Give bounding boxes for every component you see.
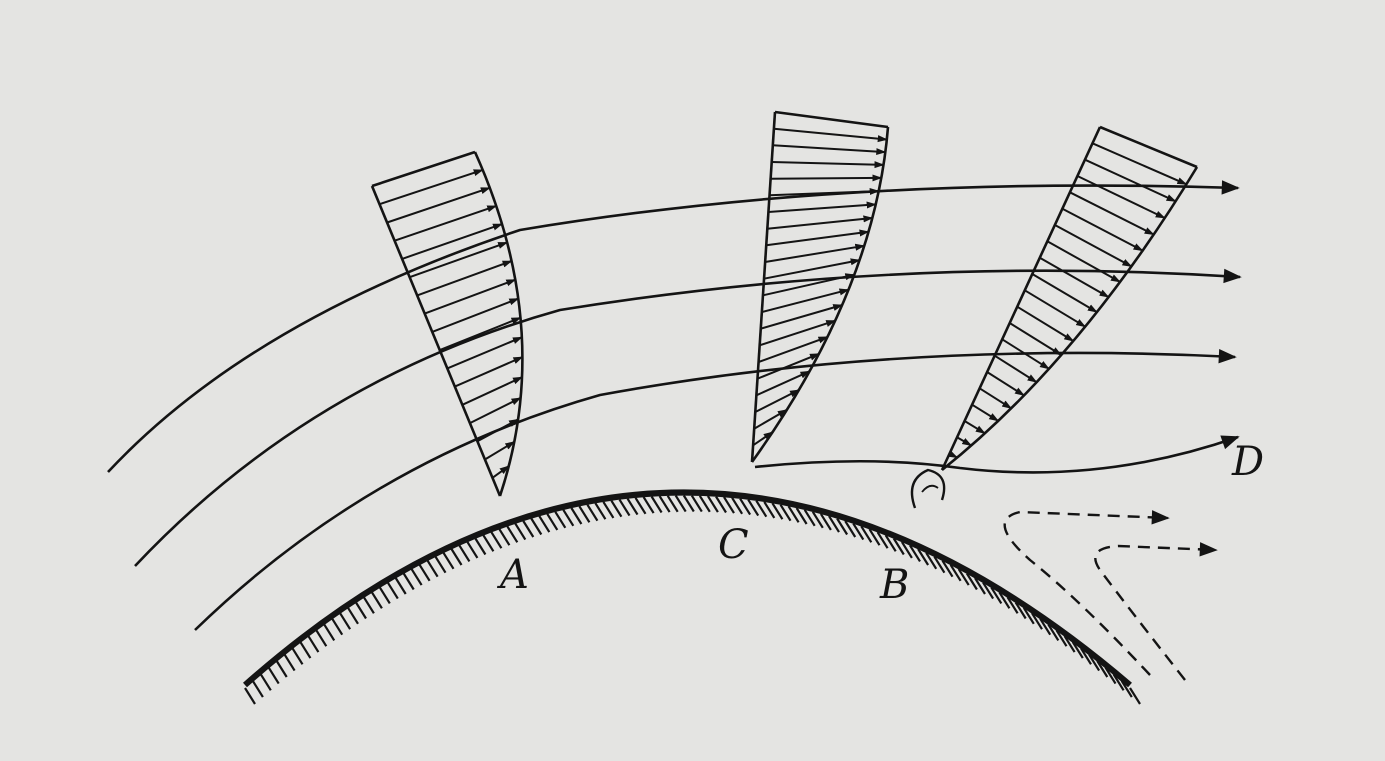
profile-axis: [370, 185, 502, 497]
velocity-arrow: [1001, 338, 1050, 370]
velocity-arrow: [1069, 191, 1155, 236]
velocity-arrow: [446, 336, 523, 370]
velocity-arrow: [469, 397, 522, 424]
velocity-arrow: [994, 354, 1038, 384]
velocity-arrow: [753, 408, 788, 430]
velocity-arrow: [394, 204, 498, 242]
wall-curve: [243, 489, 1132, 688]
velocity-arrow: [770, 174, 883, 182]
body-surface: [243, 489, 1141, 705]
velocity-arrow: [956, 436, 973, 447]
velocity-arrow: [768, 201, 877, 213]
velocity-arrow: [764, 243, 866, 263]
velocity-arrow: [1016, 305, 1075, 342]
velocity-arrow: [379, 168, 484, 206]
label-point-d: D: [1231, 439, 1264, 485]
velocity-arrow: [1039, 256, 1110, 298]
velocity-arrow: [454, 356, 524, 388]
velocity-arrow: [484, 440, 516, 461]
profile-cap: [1099, 125, 1198, 169]
velocity-arrow: [759, 319, 837, 347]
velocity-arrow: [1009, 322, 1063, 356]
velocity-arrow: [416, 260, 513, 297]
velocity-arrow: [1084, 158, 1177, 203]
velocity-arrow: [758, 335, 829, 363]
velocity-arrow: [386, 186, 491, 224]
velocity-arrow: [971, 403, 1000, 422]
velocity-arrow: [439, 316, 522, 352]
separated-flow: [1003, 510, 1218, 681]
velocity-arrow: [773, 127, 888, 143]
streamline-4: [754, 435, 1240, 474]
velocity-arrow: [431, 297, 520, 333]
profile-cap: [774, 110, 889, 129]
velocity-arrow: [986, 371, 1025, 397]
profile-axis: [750, 111, 777, 463]
velocity-arrow: [1031, 273, 1098, 313]
velocity-arrow: [1024, 289, 1087, 328]
velocity-arrow: [755, 370, 811, 397]
label-point-b: B: [879, 562, 909, 608]
wall-hatching: [244, 494, 1141, 705]
separation-streamline-1: [1003, 510, 1170, 676]
velocity-arrow: [760, 304, 844, 330]
velocity-arrow: [769, 187, 880, 197]
velocity-arrow: [762, 273, 856, 297]
velocity-arrow: [491, 465, 510, 479]
streamline-3: [194, 348, 1237, 631]
velocity-arrow: [757, 352, 820, 380]
velocity-arrow: [752, 431, 774, 447]
velocity-arrow: [401, 223, 503, 260]
velocity-arrow: [754, 389, 800, 413]
velocity-profile-b: [940, 125, 1199, 472]
velocity-arrow: [1092, 142, 1188, 186]
streamlines: [107, 180, 1242, 631]
velocity-arrow: [761, 288, 850, 313]
streamline-1: [107, 180, 1240, 473]
separation-streamline-2: [1094, 542, 1218, 681]
velocity-arrow: [979, 387, 1013, 410]
velocity-arrow: [767, 215, 874, 230]
velocity-arrow: [763, 258, 861, 280]
velocity-arrow: [964, 420, 986, 435]
separation-bubble: [910, 468, 946, 509]
velocity-arrow: [947, 450, 959, 459]
streamline-2: [134, 268, 1242, 567]
velocity-arrow: [1046, 240, 1121, 283]
velocity-arrow: [772, 144, 887, 156]
velocity-arrow: [771, 161, 885, 169]
velocity-arrow: [461, 376, 523, 406]
velocity-arrow: [476, 418, 519, 443]
label-point-a: A: [496, 552, 529, 598]
profile-envelope: [473, 151, 524, 497]
velocity-profile-c: [750, 110, 890, 463]
velocity-arrow: [1054, 224, 1133, 268]
profile-axis: [940, 126, 1102, 471]
velocity-arrow: [1061, 207, 1144, 252]
label-point-c: C: [718, 522, 749, 568]
profile-cap: [371, 150, 476, 188]
velocity-arrow: [424, 278, 517, 315]
velocity-profile-a: [370, 150, 524, 497]
velocity-arrow: [766, 229, 870, 247]
velocity-arrow: [409, 241, 509, 279]
velocity-arrow: [1076, 175, 1166, 219]
